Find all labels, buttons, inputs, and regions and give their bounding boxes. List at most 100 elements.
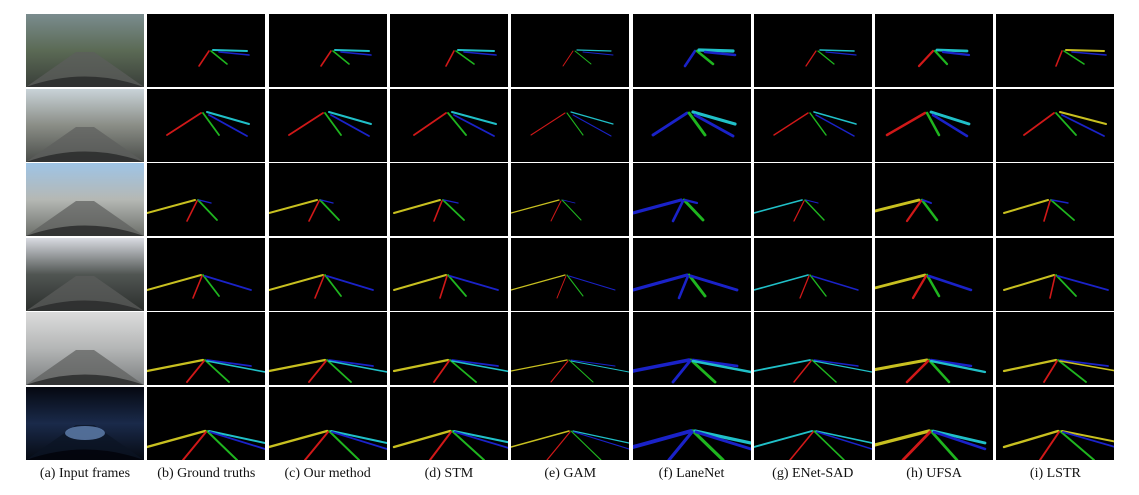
lane-line-1 xyxy=(875,273,927,290)
lane-line-1 xyxy=(632,429,693,449)
lane-prediction xyxy=(917,48,971,68)
lane-line-4 xyxy=(198,199,212,204)
lane-line-3 xyxy=(212,49,249,52)
lane-line-5 xyxy=(1059,360,1115,372)
lane-line-3 xyxy=(570,110,614,125)
enet_sad-cell-row-5 xyxy=(753,312,872,386)
lane-line-1 xyxy=(147,359,205,373)
lane-line-3 xyxy=(576,49,612,52)
lane-line-2 xyxy=(933,49,949,66)
lane-line-3 xyxy=(911,274,928,299)
caption-gam: (e) GAM xyxy=(544,466,597,481)
lane-line-4 xyxy=(452,113,495,137)
lane-line-1 xyxy=(632,358,691,374)
lane-prediction xyxy=(268,429,387,460)
caption-input: (a) Input frames xyxy=(39,466,131,481)
lane-prediction xyxy=(753,359,872,384)
lane-line-4 xyxy=(691,358,738,368)
lane-prediction xyxy=(1023,110,1108,137)
lane-line-5 xyxy=(330,431,387,450)
input-frame-image xyxy=(26,14,144,87)
lane-prediction xyxy=(753,199,825,222)
ours-cell-row-2 xyxy=(268,88,387,162)
input-cell-row-5 xyxy=(26,312,144,386)
lane-line-1 xyxy=(562,50,574,67)
ufsa-cell-row-6 xyxy=(875,387,994,460)
lane-line-3 xyxy=(905,200,923,223)
lane-line-4 xyxy=(692,429,751,445)
ours-cell-row-1 xyxy=(268,14,387,87)
lane-line-2 xyxy=(690,429,725,460)
ours-cell-row-6 xyxy=(268,387,387,460)
lane-line-3 xyxy=(690,109,737,126)
headlight-glow xyxy=(65,426,105,440)
input-cell-row-3 xyxy=(26,163,144,237)
lane-prediction xyxy=(445,49,497,67)
lane-line-1 xyxy=(805,50,817,67)
lane-line-4 xyxy=(931,113,969,137)
lane-line-3 xyxy=(546,431,571,460)
lane-line-2 xyxy=(568,359,594,383)
lane-line-4 xyxy=(452,430,508,444)
lane-line-3 xyxy=(799,275,810,299)
lane-line-2 xyxy=(206,430,239,460)
ufsa-cell-row-2 xyxy=(875,88,994,162)
lane-line-4 xyxy=(931,429,987,445)
lane-prediction xyxy=(1003,359,1115,384)
lane-prediction xyxy=(511,274,616,299)
lane-line-1 xyxy=(1003,429,1060,449)
lane-line-2 xyxy=(925,111,941,136)
input-cell-row-1 xyxy=(26,14,144,87)
input-frame-image xyxy=(26,312,144,386)
lane-line-3 xyxy=(456,49,495,52)
lane-line-1 xyxy=(773,111,809,136)
ours-cell-row-4 xyxy=(268,237,387,311)
road-surface xyxy=(26,275,144,311)
lane-prediction xyxy=(268,359,387,384)
enet_sad-cell-row-2 xyxy=(753,88,872,162)
lane-line-5 xyxy=(691,360,751,374)
ufsa-cell-row-1 xyxy=(875,14,994,87)
lane-line-3 xyxy=(186,360,206,384)
lane-line-1 xyxy=(319,50,332,67)
enet_sad-cell-row-3 xyxy=(753,163,872,237)
lane-line-4 xyxy=(572,430,630,444)
lane-line-2 xyxy=(204,359,231,384)
lstr-cell-row-3 xyxy=(996,163,1115,237)
lane-line-2 xyxy=(1050,199,1076,222)
lane-prediction xyxy=(530,110,614,137)
caption-stm: (d) STM xyxy=(424,466,474,481)
lane-line-2 xyxy=(1063,50,1086,65)
lane-line-1 xyxy=(445,50,455,67)
lane-line-4 xyxy=(339,51,372,56)
lane-prediction xyxy=(875,358,987,384)
qualitative-comparison-figure xyxy=(26,14,1115,460)
lane-line-2 xyxy=(197,199,219,222)
gam-cell-row-3 xyxy=(511,163,630,237)
lane-line-3 xyxy=(182,431,208,460)
lanenet-cell-row-4 xyxy=(632,237,751,311)
caption-ours: (c) Our method xyxy=(284,466,371,481)
lane-line-3 xyxy=(1059,110,1108,125)
lane-line-3 xyxy=(696,48,735,53)
lane-line-2 xyxy=(566,274,584,297)
lane-prediction xyxy=(1003,429,1115,460)
lane-line-4 xyxy=(811,275,859,291)
lane-line-2 xyxy=(682,198,704,222)
lane-line-5 xyxy=(816,431,872,450)
lane-prediction xyxy=(683,48,736,68)
lane-prediction xyxy=(753,273,859,299)
lane-prediction xyxy=(392,199,465,222)
car-hood xyxy=(26,374,144,386)
lane-line-2 xyxy=(687,273,706,298)
lane-line-2 xyxy=(327,430,360,460)
lane-line-3 xyxy=(929,110,971,125)
road-surface xyxy=(26,425,144,460)
lane-line-5 xyxy=(929,360,987,374)
lane-line-3 xyxy=(1043,200,1052,222)
lane-line-4 xyxy=(1071,51,1108,56)
lane-prediction xyxy=(166,110,251,137)
lane-line-2 xyxy=(455,50,475,65)
lane-line-1 xyxy=(392,273,447,291)
lane-line-4 xyxy=(448,274,499,291)
